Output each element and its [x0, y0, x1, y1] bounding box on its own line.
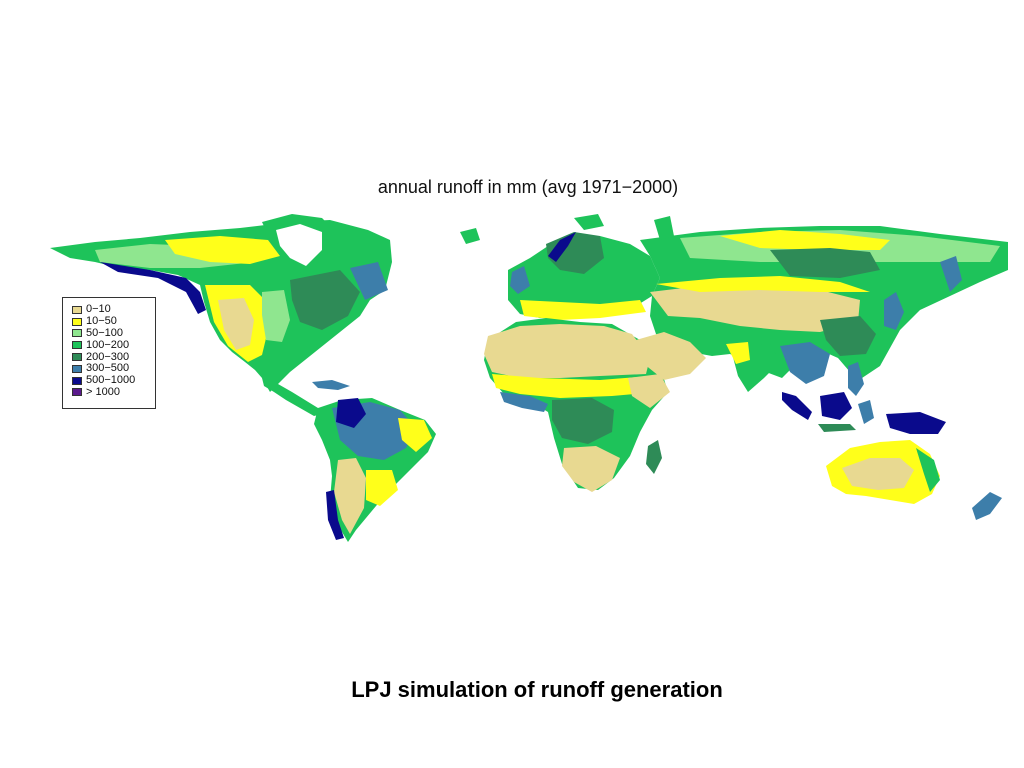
legend-label: 10−50 [86, 315, 117, 328]
legend-item: 0−10 [72, 304, 155, 316]
legend-label: 200−300 [86, 350, 130, 363]
africa [484, 318, 670, 492]
borneo [820, 392, 852, 420]
na-east-forest [290, 270, 360, 330]
british-isles [510, 266, 530, 294]
caribbean [312, 380, 350, 390]
na-west-coast [100, 262, 206, 314]
na-northeast [350, 262, 388, 300]
new-zealand [972, 492, 1002, 520]
slide-caption: LPJ simulation of runoff generation [351, 677, 723, 702]
sahara [484, 324, 650, 378]
legend-swatch [72, 376, 82, 385]
legend-item: 200−300 [72, 351, 155, 363]
india-dry [726, 342, 750, 364]
legend-item: 300−500 [72, 363, 155, 375]
steppe [656, 276, 870, 292]
arabia [636, 332, 706, 380]
na-southwest-desert [218, 298, 254, 350]
siberia-forest [770, 248, 880, 278]
legend-swatch [72, 388, 82, 397]
north-america [50, 214, 392, 416]
sahel [492, 374, 656, 398]
australia-east-coast [916, 448, 940, 492]
legend-swatch [72, 341, 82, 350]
sulawesi [858, 400, 874, 424]
legend-swatch [72, 329, 82, 338]
legend-item: 500−1000 [72, 375, 155, 387]
atacama-patagonia [334, 458, 366, 534]
greenland-ice [276, 224, 322, 266]
maritime-se-asia [782, 362, 946, 434]
legend-item: 10−50 [72, 316, 155, 328]
legend-swatch [72, 317, 82, 326]
japan [884, 292, 904, 330]
iceland [460, 228, 480, 244]
europe [508, 232, 660, 320]
legend-swatch [72, 305, 82, 314]
legend-item: 50−100 [72, 326, 155, 340]
new-guinea [886, 412, 946, 434]
southern-africa-dry [562, 446, 620, 492]
northeast-brazil [398, 418, 432, 452]
legend-label: 300−500 [86, 362, 130, 375]
pampas [366, 470, 398, 506]
philippines [848, 362, 864, 396]
na-central-grass [262, 290, 290, 342]
legend-swatch [72, 353, 82, 362]
amazon-wet-core [336, 398, 366, 428]
mediterranean-dry [520, 300, 646, 320]
central-america [262, 378, 322, 416]
horn-of-africa [628, 374, 670, 408]
novaya-zemlya [654, 216, 674, 240]
legend-label: 0−10 [86, 303, 111, 316]
europe-landmass [508, 236, 660, 318]
asia [636, 226, 1008, 392]
guinea-coast [500, 392, 548, 412]
legend-label: 500−1000 [86, 374, 136, 387]
sumatra [782, 392, 812, 420]
legend-label: 50−100 [86, 326, 124, 339]
central-asia-desert [650, 284, 860, 332]
chile-coast [326, 490, 344, 540]
legend-label: 100−200 [86, 338, 130, 351]
east-china [820, 316, 876, 356]
norway-coast [548, 232, 576, 262]
legend-item: 100−200 [72, 339, 155, 351]
kamchatka [940, 256, 962, 292]
java [818, 424, 856, 432]
legend-swatch [72, 364, 82, 373]
australia-interior [842, 458, 914, 490]
legend-label: > 1000 [86, 385, 120, 398]
map-title: annual runoff in mm (avg 1971−2000) [377, 177, 679, 197]
congo-basin [552, 398, 614, 444]
legend-item: > 1000 [72, 385, 155, 399]
arctic-coast-dry [720, 230, 890, 250]
south-america [314, 398, 436, 542]
southeast-asia [780, 342, 830, 384]
arctic-islands [460, 214, 674, 244]
map-legend: 0−10 10−50 50−100 100−200 200−300 300−50… [62, 297, 156, 409]
svalbard [574, 214, 604, 230]
madagascar [646, 440, 662, 474]
na-arctic-dry [165, 236, 280, 264]
oceania [826, 440, 1002, 520]
